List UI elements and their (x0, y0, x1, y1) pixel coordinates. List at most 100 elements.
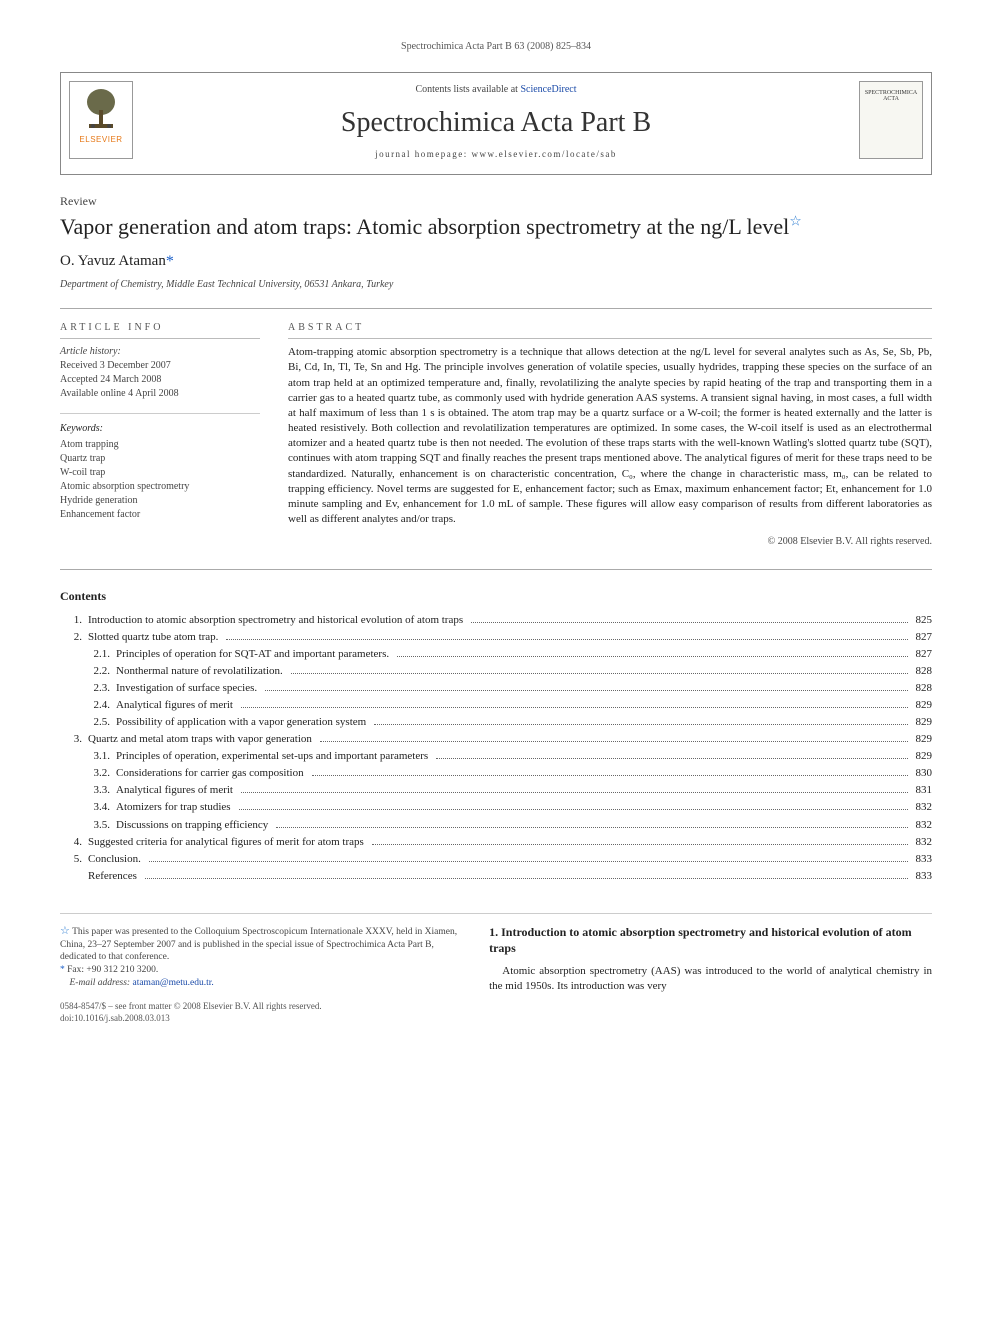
bottom-columns: ☆ This paper was presented to the Colloq… (60, 924, 932, 1024)
sciencedirect-link[interactable]: ScienceDirect (520, 84, 576, 95)
toc-number: 4. (60, 834, 88, 851)
keyword-item: W-coil trap (60, 466, 260, 480)
toc-label: Principles of operation for SQT-AT and i… (116, 646, 393, 663)
toc-page: 829 (912, 714, 933, 731)
toc-label: Possibility of application with a vapor … (116, 714, 370, 731)
toc-leader-dots (149, 853, 908, 862)
section-1-heading: 1. Introduction to atomic absorption spe… (489, 924, 932, 956)
author-line: O. Yavuz Ataman* (60, 251, 932, 273)
toc-page: 833 (912, 868, 933, 885)
divider (60, 308, 932, 309)
toc-label: Quartz and metal atom traps with vapor g… (88, 731, 316, 748)
footnotes-block: ☆ This paper was presented to the Colloq… (60, 924, 461, 1024)
toc-row: 2.Slotted quartz tube atom trap.827 (60, 629, 932, 646)
toc-row: 3.4.Atomizers for trap studies832 (60, 799, 932, 816)
toc-row: References833 (60, 868, 932, 885)
toc-leader-dots (291, 665, 908, 674)
toc-leader-dots (320, 734, 908, 743)
issn-copyright-line: 0584-8547/$ – see front matter © 2008 El… (60, 1000, 461, 1012)
corresponding-author-mark: * (166, 253, 174, 270)
toc-number: 2.1. (60, 646, 116, 663)
article-info-heading: ARTICLE INFO (60, 321, 260, 340)
toc-label: Analytical figures of merit (116, 782, 237, 799)
running-head: Spectrochimica Acta Part B 63 (2008) 825… (60, 40, 932, 54)
toc-number: 3.3. (60, 782, 116, 799)
toc-leader-dots (372, 836, 908, 845)
toc-leader-dots (241, 699, 908, 708)
footnote-asterisk-icon: * (60, 965, 65, 975)
corr-footnote-text: Fax: +90 312 210 3200. (67, 965, 158, 975)
toc-label: Slotted quartz tube atom trap. (88, 629, 222, 646)
star-footnote-text: This paper was presented to the Colloqui… (60, 927, 457, 963)
toc-row: 2.4.Analytical figures of merit 829 (60, 697, 932, 714)
toc-page: 828 (912, 663, 933, 680)
toc-page: 831 (912, 782, 933, 799)
section-1-paragraph: Atomic absorption spectrometry (AAS) was… (489, 964, 932, 994)
toc-row: 4.Suggested criteria for analytical figu… (60, 834, 932, 851)
toc-label: Conclusion. (88, 851, 145, 868)
toc-label: Introduction to atomic absorption spectr… (88, 612, 467, 629)
cover-caption: SPECTROCHIMICA ACTA (860, 82, 922, 103)
title-text: Vapor generation and atom traps: Atomic … (60, 214, 789, 239)
toc-page: 827 (912, 646, 933, 663)
star-footnote: ☆ This paper was presented to the Colloq… (60, 924, 461, 964)
info-abstract-row: ARTICLE INFO Article history: Received 3… (60, 321, 932, 549)
toc-number: 2.3. (60, 680, 116, 697)
toc-number: 1. (60, 612, 88, 629)
online-line: Available online 4 April 2008 (60, 387, 260, 401)
toc-label: Atomizers for trap studies (116, 799, 235, 816)
toc-page: 829 (912, 731, 933, 748)
toc-row: 3.2.Considerations for carrier gas compo… (60, 765, 932, 782)
journal-masthead: ELSEVIER SPECTROCHIMICA ACTA Contents li… (60, 72, 932, 175)
toc-page: 827 (912, 629, 933, 646)
toc-leader-dots (145, 870, 908, 879)
toc-label: Principles of operation, experimental se… (116, 748, 432, 765)
email-footnote: E-mail address: ataman@metu.edu.tr. (60, 977, 461, 990)
journal-cover-thumb: SPECTROCHIMICA ACTA (859, 81, 923, 159)
toc-page: 828 (912, 680, 933, 697)
toc-leader-dots (471, 614, 907, 623)
doi-line: doi:10.1016/j.sab.2008.03.013 (60, 1012, 461, 1024)
contents-available-line: Contents lists available at ScienceDirec… (61, 83, 931, 97)
corresponding-footnote: * Fax: +90 312 210 3200. (60, 964, 461, 977)
toc-number: 3.1. (60, 748, 116, 765)
abstract-column: ABSTRACT Atom-trapping atomic absorption… (288, 321, 932, 549)
article-title: Vapor generation and atom traps: Atomic … (60, 213, 932, 241)
toc-leader-dots (276, 819, 907, 828)
toc-label: Nonthermal nature of revolatilization. (116, 663, 287, 680)
keyword-item: Atom trapping (60, 438, 260, 452)
author-name: O. Yavuz Ataman (60, 253, 166, 269)
keyword-item: Atomic absorption spectrometry (60, 480, 260, 494)
toc-number: 2.4. (60, 697, 116, 714)
toc-row: 1.Introduction to atomic absorption spec… (60, 612, 932, 629)
article-type: Review (60, 193, 932, 209)
elsevier-tree-icon (81, 86, 121, 130)
toc-page: 832 (912, 817, 933, 834)
toc-leader-dots (397, 648, 907, 657)
toc-number: 5. (60, 851, 88, 868)
contents-heading: Contents (60, 588, 932, 604)
received-line: Received 3 December 2007 (60, 359, 260, 373)
author-affiliation: Department of Chemistry, Middle East Tec… (60, 278, 932, 292)
toc-row: 2.5.Possibility of application with a va… (60, 714, 932, 731)
contents-prefix: Contents lists available at (415, 84, 520, 95)
keywords-label: Keywords: (60, 422, 260, 436)
intro-column: 1. Introduction to atomic absorption spe… (489, 924, 932, 994)
toc-number: 2.5. (60, 714, 116, 731)
toc-number: 2.2. (60, 663, 116, 680)
toc-row: 3.5.Discussions on trapping efficiency83… (60, 817, 932, 834)
divider (60, 913, 932, 914)
toc-page: 832 (912, 834, 933, 851)
toc-label: Analytical figures of merit (116, 697, 237, 714)
divider (60, 569, 932, 570)
toc-leader-dots (241, 785, 908, 794)
footnote-star-icon: ☆ (60, 925, 70, 937)
keywords-list: Atom trappingQuartz trapW-coil trapAtomi… (60, 438, 260, 522)
author-email-link[interactable]: ataman@metu.edu.tr. (132, 978, 213, 988)
toc-leader-dots (374, 716, 907, 725)
toc-page: 829 (912, 697, 933, 714)
keyword-item: Hydride generation (60, 494, 260, 508)
history-label: Article history: (60, 345, 260, 359)
toc-page: 830 (912, 765, 933, 782)
toc-page: 825 (912, 612, 933, 629)
